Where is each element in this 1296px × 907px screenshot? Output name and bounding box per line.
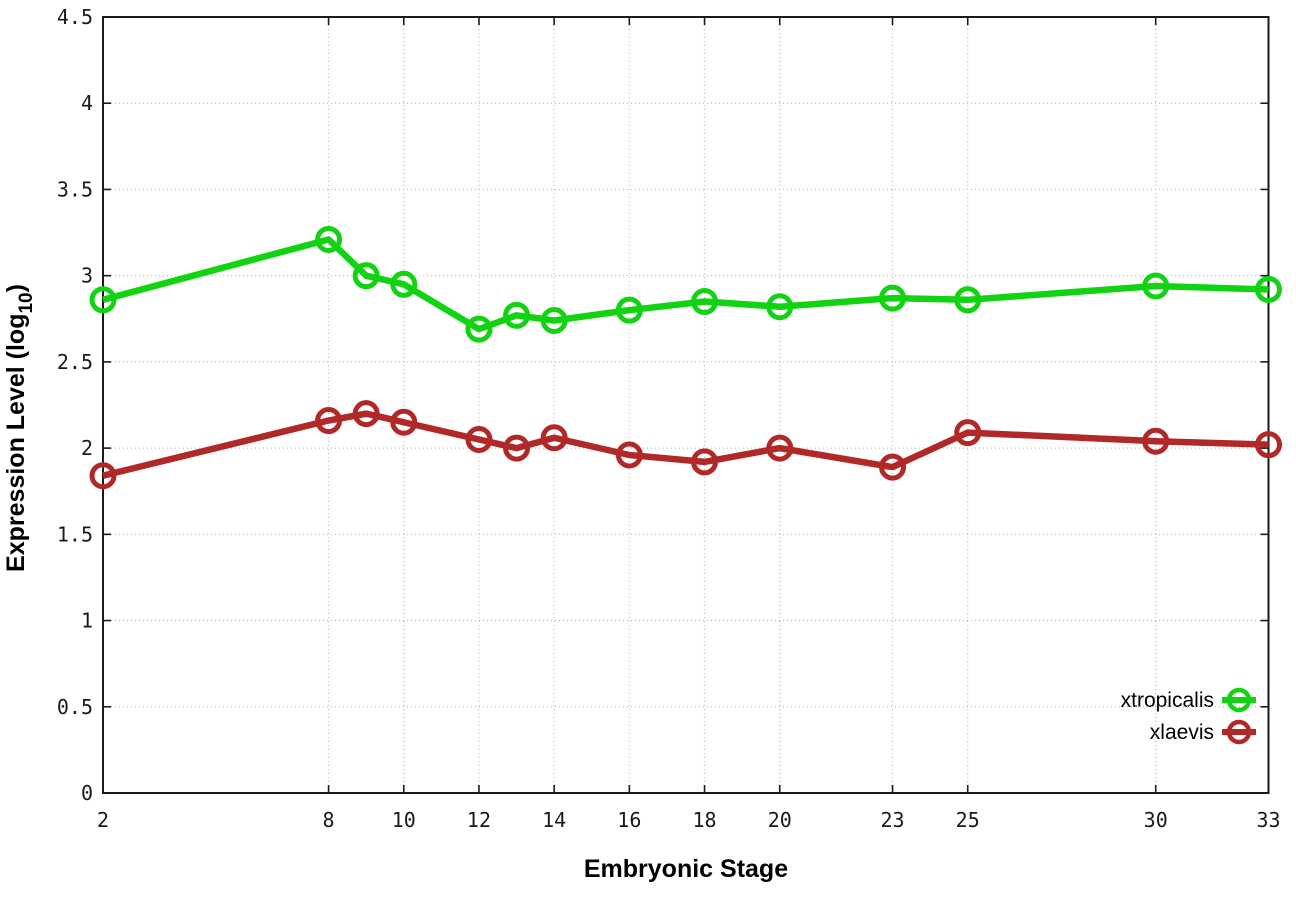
series-line-xlaevis xyxy=(102,410,1269,479)
x-tick-label: 14 xyxy=(542,808,566,832)
data-point-xlaevis xyxy=(615,441,643,469)
x-tick-label: 10 xyxy=(392,808,416,832)
data-point-xtropicalis xyxy=(315,225,343,253)
data-point-xtropicalis xyxy=(465,315,493,343)
x-tick-label: 25 xyxy=(956,808,980,832)
data-point-xtropicalis xyxy=(766,293,794,321)
data-point-xtropicalis xyxy=(540,307,568,335)
data-point-xlaevis xyxy=(954,419,982,447)
legend-label-xtropicalis: xtropicalis xyxy=(1121,689,1214,712)
y-tick-label: 4 xyxy=(81,91,93,115)
x-tick-label: 20 xyxy=(768,808,792,832)
y-tick-label: 3.5 xyxy=(57,177,93,201)
data-point-xtropicalis xyxy=(1255,275,1282,303)
x-axis-title: Embryonic Stage xyxy=(584,855,788,883)
data-point-xtropicalis xyxy=(879,284,907,312)
data-point-xlaevis xyxy=(352,400,380,428)
x-tick-label: 2 xyxy=(97,808,109,832)
x-tick-label: 18 xyxy=(693,808,717,832)
data-point-xlaevis xyxy=(691,448,719,476)
data-point-xtropicalis xyxy=(615,296,643,324)
data-point-xlaevis xyxy=(315,407,343,435)
x-tick-label: 33 xyxy=(1256,808,1280,832)
y-tick-label: 0 xyxy=(81,781,93,805)
legend-label-xlaevis: xlaevis xyxy=(1150,721,1214,744)
plot-border xyxy=(102,16,1270,794)
y-tick-label: 2.5 xyxy=(57,350,93,374)
y-tick-label: 1 xyxy=(81,609,93,633)
data-point-xlaevis xyxy=(540,424,568,452)
y-tick-label: 3 xyxy=(81,264,93,288)
data-point-xtropicalis xyxy=(1142,272,1170,300)
data-point-xtropicalis xyxy=(954,286,982,314)
y-tick-label: 2 xyxy=(81,436,93,460)
data-point-xlaevis xyxy=(390,408,418,436)
y-tick-label: 0.5 xyxy=(57,695,93,719)
y-axis-title-main: Expression Level (log xyxy=(2,314,30,572)
y-tick-label: 1.5 xyxy=(57,522,93,546)
x-tick-label: 8 xyxy=(323,808,335,832)
y-axis-title-end: ) xyxy=(2,284,30,292)
data-point-xlaevis xyxy=(1255,431,1282,459)
data-point-xlaevis xyxy=(89,462,117,490)
data-point-xlaevis xyxy=(1142,427,1170,455)
y-axis-title: Expression Level (log10) xyxy=(2,284,37,572)
data-point-xtropicalis xyxy=(352,262,380,290)
y-axis-title-subscript: 10 xyxy=(16,292,37,313)
data-point-xtropicalis xyxy=(503,301,531,329)
x-tick-label: 23 xyxy=(880,808,904,832)
data-point-xlaevis xyxy=(879,453,907,481)
x-tick-label: 30 xyxy=(1144,808,1168,832)
x-tick-label: 12 xyxy=(467,808,491,832)
legend-point-sample-xlaevis xyxy=(1226,719,1252,745)
data-point-xlaevis xyxy=(766,434,794,462)
data-point-xlaevis xyxy=(465,425,493,453)
y-tick-label: 4.5 xyxy=(57,5,93,29)
data-point-xlaevis xyxy=(503,434,531,462)
data-point-xtropicalis xyxy=(390,270,418,298)
x-tick-label: 16 xyxy=(617,808,641,832)
legend-point-sample-xtropicalis xyxy=(1226,687,1252,713)
series-line-xtropicalis xyxy=(102,236,1269,333)
data-point-xtropicalis xyxy=(89,286,117,314)
data-point-xtropicalis xyxy=(691,288,719,316)
